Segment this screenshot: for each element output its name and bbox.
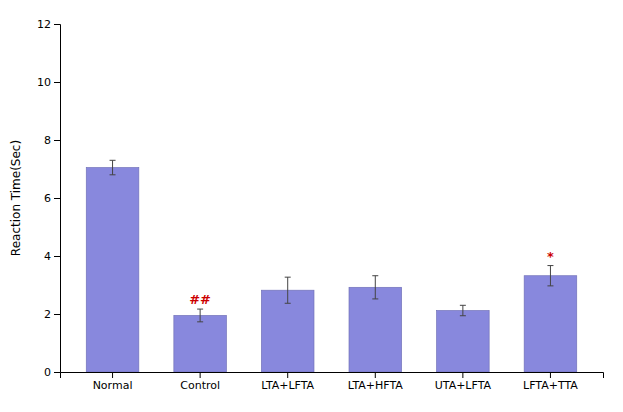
y-tick-label: 12 <box>37 18 51 31</box>
y-tick-label: 8 <box>44 134 51 147</box>
x-tick-label: UTA+LFTA <box>435 379 492 392</box>
y-tick-mark <box>54 372 60 373</box>
x-tick: LTA+LFTA <box>261 372 314 392</box>
x-axis: Normal Control LTA+LFTA LTA+HFTA UTA+LFTA LFT… <box>61 372 604 392</box>
y-tick-label: 0 <box>44 366 51 379</box>
x-tick: LFTA+TTA <box>523 372 578 392</box>
y-tick: 10 <box>37 76 60 89</box>
annotation: ## <box>189 292 211 307</box>
chart: Normal Control LTA+LFTA LTA+HFTA UTA+LFTA LFT… <box>0 0 623 412</box>
y-tick-label: 6 <box>44 192 51 205</box>
y-axis-title: Reaction Time(Sec) <box>9 140 23 256</box>
x-tick-label: Control <box>180 379 220 392</box>
error-bar <box>285 277 291 303</box>
bar <box>174 315 227 372</box>
y-tick-mark <box>54 314 60 315</box>
y-tick-mark <box>54 140 60 141</box>
y-tick: 6 <box>44 192 60 205</box>
error-bar <box>547 266 553 286</box>
y-tick-mark <box>54 198 60 199</box>
x-tick-mark <box>550 372 551 378</box>
bar <box>86 168 139 372</box>
x-tick-label: LTA+LFTA <box>261 379 314 392</box>
x-tick-mark <box>375 372 376 378</box>
y-tick-label: 10 <box>37 76 51 89</box>
error-bar <box>460 305 466 315</box>
y-tick-label: 2 <box>44 308 51 321</box>
bar <box>437 311 490 372</box>
error-bar <box>372 276 378 299</box>
bar <box>349 287 402 372</box>
y-tick: 0 <box>44 366 60 379</box>
error-bar <box>110 160 116 175</box>
x-tick-mark <box>200 372 201 378</box>
bar <box>524 276 577 372</box>
x-tick: UTA+LFTA <box>435 372 492 392</box>
x-tick: Control <box>180 372 220 392</box>
y-tick-mark <box>54 256 60 257</box>
y-tick: 8 <box>44 134 60 147</box>
y-tick: 12 <box>37 18 60 31</box>
x-tick-label: LFTA+TTA <box>523 379 578 392</box>
annotation: * <box>547 249 554 264</box>
y-tick-mark <box>54 82 60 83</box>
x-tick: LTA+HFTA <box>348 372 403 392</box>
marks <box>86 160 576 372</box>
y-axis: 0 2 4 6 8 10 12 <box>37 18 61 379</box>
y-tick-label: 4 <box>44 250 51 263</box>
plot: Normal Control LTA+LFTA LTA+HFTA UTA+LFTA LFT… <box>37 18 604 392</box>
x-tick-mark <box>462 372 463 378</box>
x-tick-label: Normal <box>93 379 133 392</box>
x-axis-line <box>61 373 604 379</box>
x-tick-label: LTA+HFTA <box>348 379 403 392</box>
x-tick-mark <box>112 372 113 378</box>
y-tick: 4 <box>44 250 60 263</box>
annotations: ## * <box>189 249 554 308</box>
error-bar <box>197 309 203 322</box>
x-tick-mark <box>287 372 288 378</box>
y-tick: 2 <box>44 308 60 321</box>
x-tick: Normal <box>93 372 133 392</box>
y-axis-line <box>54 25 61 373</box>
y-tick-mark <box>54 24 60 25</box>
